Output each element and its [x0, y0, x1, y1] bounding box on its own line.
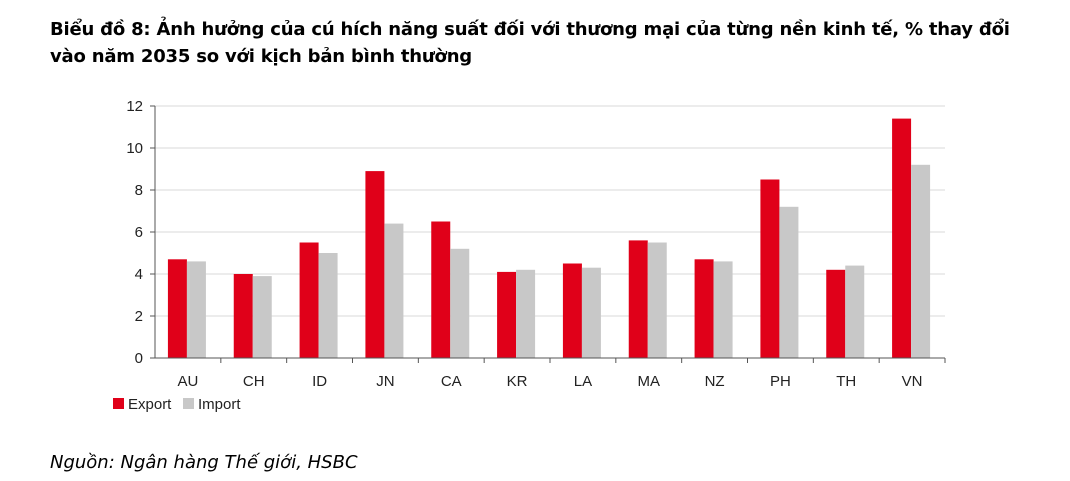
bar-export-au: [167, 259, 187, 358]
bar-export-la: [562, 263, 582, 358]
bar-import-ma: [647, 242, 667, 358]
bar-import-jn: [384, 223, 404, 358]
x-tick-label: VN: [902, 373, 923, 390]
bar-export-ca: [431, 221, 451, 358]
bar-import-th: [845, 265, 865, 358]
bar-export-ch: [233, 274, 253, 358]
x-tick-label: ID: [312, 373, 327, 390]
x-tick-label: TH: [836, 373, 856, 390]
x-tick-label: CH: [243, 373, 265, 390]
x-tick-label: PH: [770, 373, 791, 390]
bar-chart: 0 2 4 6 8 10 12 AU CH ID JN CA KR LA MA NZ PH TH VN Expor…: [113, 98, 946, 413]
y-tick-labels: 0 2 4 6 8 10 12: [126, 98, 143, 367]
x-tick-label: MA: [638, 373, 661, 390]
y-tick-label: 2: [135, 308, 143, 325]
legend-label-import: Import: [198, 396, 241, 413]
x-tick-label: AU: [177, 373, 198, 390]
x-tick-label: LA: [574, 373, 592, 390]
bar-export-vn: [892, 118, 912, 358]
bar-export-jn: [365, 171, 385, 358]
y-tick-label: 12: [126, 98, 143, 115]
bar-import-kr: [516, 269, 536, 358]
bar-import-la: [581, 267, 601, 358]
bar-export-id: [299, 242, 319, 358]
legend-swatch-export: [113, 398, 124, 409]
bars: [167, 118, 931, 358]
y-tick-label: 4: [135, 266, 143, 283]
axes: [150, 105, 946, 363]
bar-export-th: [826, 269, 846, 358]
bar-import-ch: [252, 276, 272, 358]
y-tick-label: 10: [126, 140, 143, 157]
bar-import-au: [186, 261, 206, 358]
x-tick-label: JN: [376, 373, 394, 390]
bar-export-kr: [497, 271, 517, 358]
bar-import-ca: [450, 248, 470, 358]
bar-import-nz: [713, 261, 733, 358]
grid-lines: [155, 105, 945, 317]
y-tick-label: 6: [135, 224, 143, 241]
y-tick-label: 0: [135, 350, 143, 367]
bar-export-ma: [628, 240, 648, 358]
x-tick-label: NZ: [705, 373, 725, 390]
chart-title: Biểu đồ 8: Ảnh hưởng của cú hích năng su…: [50, 19, 1010, 67]
x-tick-labels: AU CH ID JN CA KR LA MA NZ PH TH VN: [177, 373, 922, 390]
y-tick-label: 8: [135, 182, 143, 199]
legend-swatch-import: [183, 398, 194, 409]
source-note: Nguồn: Ngân hàng Thế giới, HSBC: [50, 452, 358, 473]
bar-export-nz: [694, 259, 714, 358]
bar-export-ph: [760, 179, 780, 358]
x-tick-label: CA: [441, 373, 462, 390]
legend-label-export: Export: [128, 396, 172, 413]
bar-import-ph: [779, 206, 799, 358]
bar-import-id: [318, 253, 338, 358]
legend: Export Import: [113, 396, 241, 413]
x-tick-label: KR: [507, 373, 528, 390]
bar-import-vn: [911, 164, 931, 358]
